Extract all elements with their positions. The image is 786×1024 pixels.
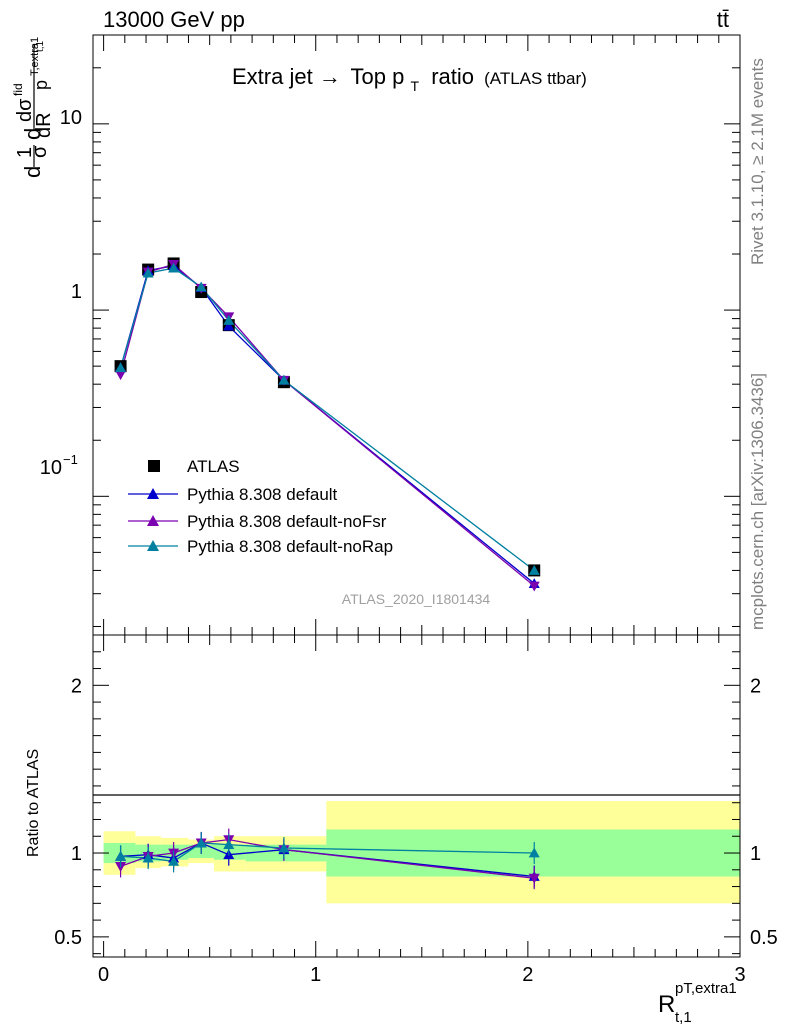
ratio-axis-ticks bbox=[93, 635, 741, 957]
ratio-point-series-2-5 bbox=[278, 842, 290, 853]
ratio-ytick-label-right-1: 1 bbox=[750, 843, 761, 865]
ylabel-p: p bbox=[31, 80, 51, 90]
ratio-point-series-2-2 bbox=[168, 855, 180, 866]
legend-marker-default bbox=[147, 488, 159, 499]
title-arrow: → bbox=[319, 64, 341, 89]
legend-marker-norap bbox=[147, 540, 159, 551]
main-axis-ticks bbox=[93, 34, 741, 635]
main-point-series-3-1 bbox=[142, 267, 154, 278]
main-point-series-3-2 bbox=[168, 262, 180, 273]
ratio-ytick-label-0: 2 bbox=[71, 675, 82, 697]
ratio-xlabel: R pT,extra1 t,1 bbox=[658, 980, 737, 1024]
legend: ATLAS Pythia 8.308 default Pythia 8.308 … bbox=[128, 457, 393, 556]
ratio-frame bbox=[92, 634, 741, 958]
ratio-xtick-label-2: 2 bbox=[522, 964, 533, 986]
ratio-uncertainty-bands bbox=[103, 801, 740, 904]
title-top: Top p bbox=[351, 64, 405, 89]
main-line-series-1 bbox=[119, 265, 535, 585]
main-point-series-2-6 bbox=[528, 581, 540, 592]
legend-label-norap: Pythia 8.308 default-noRap bbox=[187, 537, 393, 556]
ylabel-fid: fid bbox=[11, 83, 25, 96]
ylabel-d2: d bbox=[20, 128, 45, 140]
legend-marker-atlas bbox=[148, 460, 160, 472]
xlabel-sub: t,1 bbox=[675, 1009, 692, 1024]
process-label: tt̄ bbox=[717, 7, 729, 32]
main-title: Extra jet → Top p T ratio (ATLAS ttbar) bbox=[232, 64, 587, 96]
ylabel-pt-extra1: T,extra1 bbox=[29, 37, 41, 76]
ratio-panel: Ratio to ATLAS 2 2 1 1 0.5 0.5 0 1 2 3 R pT,extr… bbox=[25, 634, 778, 1024]
ylabel-t1: t,1 bbox=[35, 40, 46, 52]
main-ytick-label-10: 10 bbox=[60, 107, 82, 129]
main-point-series-2-0 bbox=[115, 370, 127, 381]
ratio-point-series-2-3 bbox=[195, 837, 207, 848]
ratio-point-series-1-6 bbox=[528, 873, 540, 884]
main-point-series-3-3 bbox=[195, 281, 207, 292]
xlabel-sup: pT,extra1 bbox=[675, 980, 737, 997]
svg-text:Extra jet → To: Extra jet → Top p T ratio (ATLAS ttbar) bbox=[232, 64, 587, 96]
main-ylabel: d 1 σ d dσ fid p T,extra1 t,1 dR bbox=[11, 37, 55, 178]
ratio-series-markers bbox=[115, 828, 540, 890]
main-point-series-1-4 bbox=[223, 320, 235, 331]
title-note: (ATLAS ttbar) bbox=[484, 69, 587, 88]
ylabel-dsigma: dσ bbox=[14, 98, 36, 122]
rivet-version-label: Rivet 3.1.10, ≥ 2.1M events bbox=[748, 58, 767, 265]
ratio-xtick-label-3: 3 bbox=[734, 964, 745, 986]
legend-label-default: Pythia 8.308 default bbox=[187, 485, 338, 504]
ratio-point-series-2-4 bbox=[223, 839, 235, 850]
energy-label: 13000 GeV pp bbox=[103, 7, 245, 32]
ratio-point-series-2-0 bbox=[115, 850, 127, 861]
title-ratio: ratio bbox=[431, 64, 474, 89]
ratio-point-series-2-6 bbox=[528, 847, 540, 858]
legend-label-atlas: ATLAS bbox=[187, 457, 240, 476]
main-ytick-label-0p1: 10 bbox=[40, 457, 62, 479]
title-main: Extra jet bbox=[232, 64, 313, 89]
main-point-series-3-4 bbox=[223, 314, 235, 325]
main-point-series-3-5 bbox=[278, 374, 290, 385]
ratio-xtick-label-1: 1 bbox=[310, 964, 321, 986]
ratio-ytick-label-2: 0.5 bbox=[54, 927, 82, 949]
main-ytick-label-0p1-exp: −1 bbox=[63, 452, 78, 467]
ratio-ytick-label-1: 1 bbox=[71, 843, 82, 865]
ylabel-sigma: σ bbox=[29, 145, 51, 158]
legend-marker-nofsr bbox=[147, 515, 159, 526]
ratio-ytick-label-right-2: 0.5 bbox=[750, 927, 778, 949]
analysis-label: ATLAS_2020_I1801434 bbox=[342, 591, 491, 607]
title-sub: T bbox=[411, 78, 420, 94]
main-series-markers bbox=[114, 257, 541, 592]
mcplots-label: mcplots.cern.ch [arXiv:1306.3436] bbox=[748, 373, 767, 630]
ylabel-d1: d bbox=[20, 166, 45, 178]
ylabel-dr: dR bbox=[33, 112, 55, 138]
ylabel-one: 1 bbox=[14, 147, 36, 158]
main-point-series-3-0 bbox=[115, 362, 127, 373]
xlabel-main: R bbox=[658, 991, 675, 1018]
ratio-xtick-label-0: 0 bbox=[98, 964, 109, 986]
main-point-series-3-6 bbox=[528, 564, 540, 575]
main-ytick-label-1: 1 bbox=[71, 281, 82, 303]
ratio-ytick-label-right-0: 2 bbox=[750, 675, 761, 697]
ratio-ylabel: Ratio to ATLAS bbox=[25, 749, 42, 857]
main-panel: Extra jet → Top p T ratio (ATLAS ttbar) … bbox=[11, 34, 741, 636]
ratio-point-series-2-1 bbox=[142, 852, 154, 863]
legend-label-nofsr: Pythia 8.308 default-noFsr bbox=[187, 512, 387, 531]
